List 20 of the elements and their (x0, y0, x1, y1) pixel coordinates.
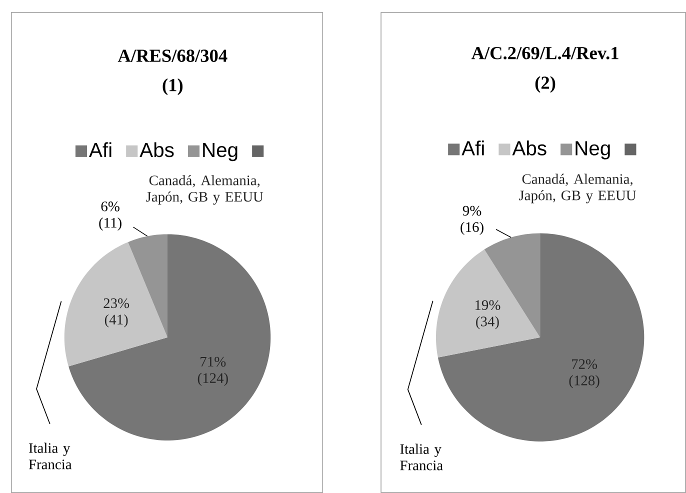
legend-label: Neg (576, 141, 610, 160)
data-label: 19% (34) (475, 300, 500, 330)
text: Italia y Francia (28, 442, 72, 470)
chart-title: A/RES/68/304 (118, 50, 228, 62)
text: Canadá, Alemania, Japón, GB y EEUU (519, 174, 636, 204)
data-label: 71% (124) (198, 356, 228, 386)
chart-subtitle: (1) (162, 78, 183, 96)
legend-label: Abs (140, 142, 174, 158)
legend-label: Afi (462, 140, 484, 156)
legend-label: Afi (89, 142, 112, 157)
chart-title: A/C.2/69/L.4/Rev.1 (471, 47, 618, 60)
legend-label: Neg (203, 143, 238, 162)
text: Canadá, Alemania, Japón, GB y EEUU (146, 175, 264, 205)
data-label: 6% (11) (99, 202, 122, 231)
text: Italia y Francia (400, 444, 443, 470)
legend-label: Abs (512, 140, 546, 156)
data-label: 9% (16) (460, 206, 484, 235)
chart-subtitle: (2) (535, 76, 556, 93)
data-label: 23% (41) (104, 298, 130, 328)
data-label: 72% (128) (569, 359, 600, 388)
